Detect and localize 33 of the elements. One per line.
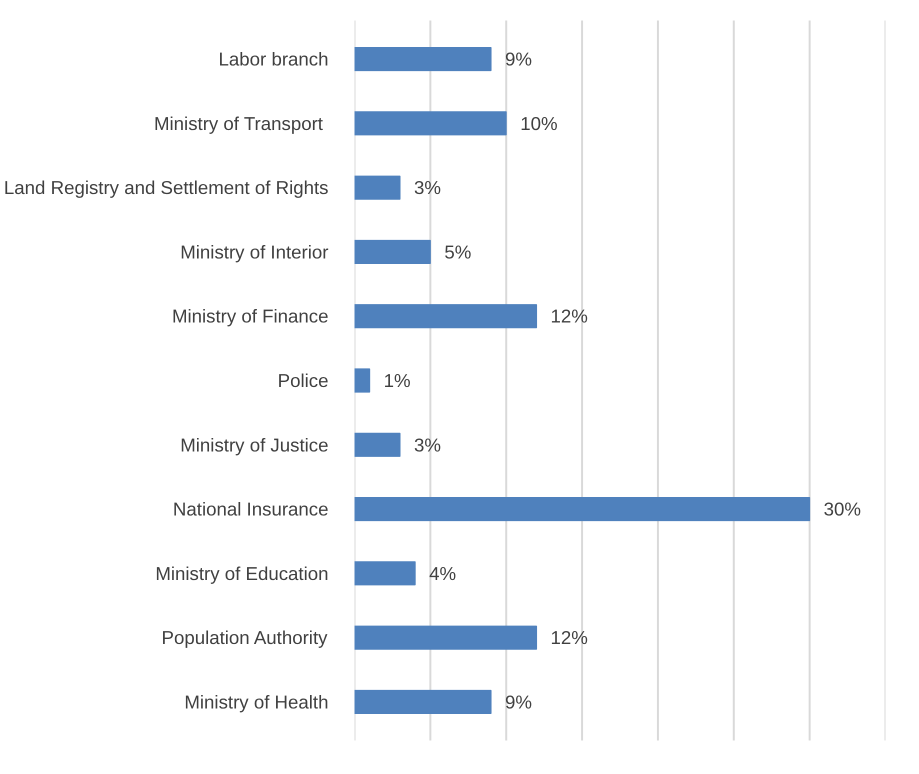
bar: [354, 561, 416, 586]
data-label: 9%: [505, 48, 532, 70]
data-label: 9%: [505, 691, 532, 712]
bar: [354, 111, 507, 136]
bar: [354, 176, 401, 200]
bar: [354, 432, 401, 457]
y-tick-label: Police: [278, 370, 329, 391]
y-tick-label: Ministry of Justice: [180, 434, 328, 456]
bar: [354, 626, 538, 650]
bar: [354, 690, 492, 714]
data-label: 3%: [414, 434, 441, 456]
bar: [354, 304, 538, 328]
data-label: 12%: [550, 306, 588, 327]
y-tick-label: Labor branch: [218, 48, 329, 70]
data-label: 4%: [429, 562, 456, 584]
y-tick-label: Ministry of Transport: [154, 112, 324, 134]
y-tick-label: Ministry of Finance: [172, 306, 329, 327]
data-label: 10%: [520, 112, 558, 134]
data-label: 3%: [414, 177, 441, 198]
bar: [354, 240, 431, 264]
y-tick-label: Ministry of Interior: [180, 241, 328, 262]
y-tick-label: National Insurance: [172, 498, 329, 520]
y-tick-label: Ministry of Education: [155, 562, 329, 584]
y-tick-label: Population Authority: [162, 627, 328, 648]
bar: [354, 497, 810, 522]
data-label: 30%: [824, 498, 861, 520]
data-label: 1%: [384, 370, 411, 391]
data-label: 5%: [444, 241, 472, 262]
data-label: 12%: [550, 627, 588, 648]
bar: [354, 368, 370, 393]
y-tick-label: Land Registry and Settlement of Rights: [4, 177, 329, 198]
y-tick-label: Ministry of Health: [184, 691, 329, 712]
bar: [354, 47, 492, 72]
